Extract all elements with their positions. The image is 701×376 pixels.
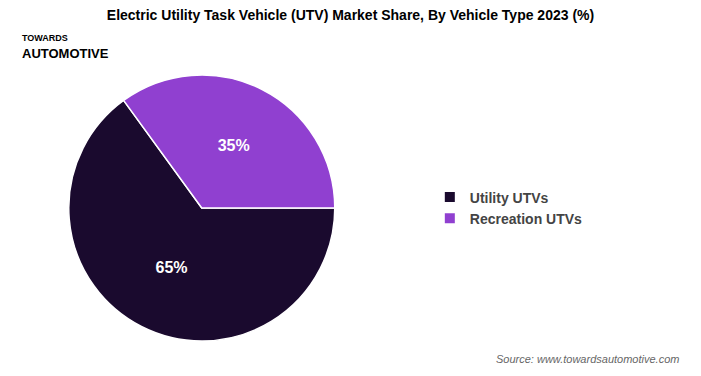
svg-text:65%: 65% [156, 259, 188, 276]
svg-text:AUTOMOTIVE: AUTOMOTIVE [22, 46, 109, 61]
svg-text:Source: www.towardsautomotive.: Source: www.towardsautomotive.com [496, 353, 679, 365]
svg-text:35%: 35% [218, 137, 250, 154]
svg-text:TOWARDS: TOWARDS [22, 33, 68, 43]
svg-text:Electric Utility Task Vehicle: Electric Utility Task Vehicle (UTV) Mark… [107, 7, 594, 23]
svg-text:Recreation UTVs: Recreation UTVs [470, 211, 582, 227]
svg-text:Utility UTVs: Utility UTVs [470, 190, 549, 206]
